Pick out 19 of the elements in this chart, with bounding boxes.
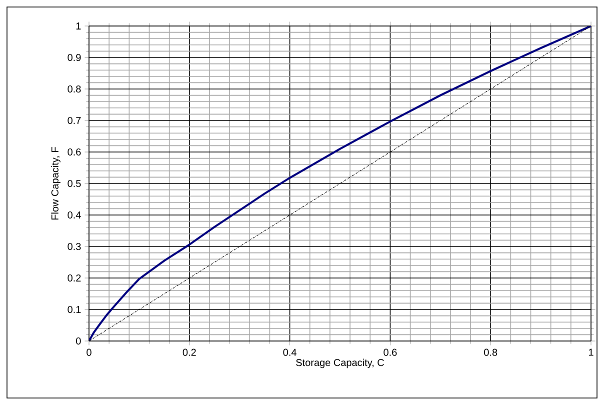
y-tick-label: 0.7 (68, 116, 81, 124)
y-tick-label: 0.6 (68, 148, 81, 156)
x-axis-title: Storage Capacity, C (296, 358, 384, 368)
y-tick-label: 0.8 (68, 85, 81, 93)
y-axis-title: Flow Capacity, F (51, 147, 60, 220)
y-tick-label: 0.5 (68, 180, 81, 188)
x-tick-label: 1 (588, 348, 594, 356)
y-tick-label: 0 (76, 337, 81, 345)
y-tick-label: 0.9 (68, 54, 81, 62)
x-tick-label: 0 (86, 348, 92, 356)
y-tick-label: 0.2 (68, 274, 81, 282)
x-tick-label: 0.6 (384, 348, 397, 356)
y-tick-label: 0.4 (68, 211, 81, 219)
y-tick-label: 0.3 (68, 242, 81, 250)
y-tick-label: 0.1 (68, 306, 81, 314)
y-tick-label: 1 (76, 22, 81, 30)
x-tick-label: 0.8 (484, 348, 498, 356)
x-tick-label: 0.4 (283, 348, 296, 356)
x-tick-label: 0.2 (182, 348, 196, 356)
